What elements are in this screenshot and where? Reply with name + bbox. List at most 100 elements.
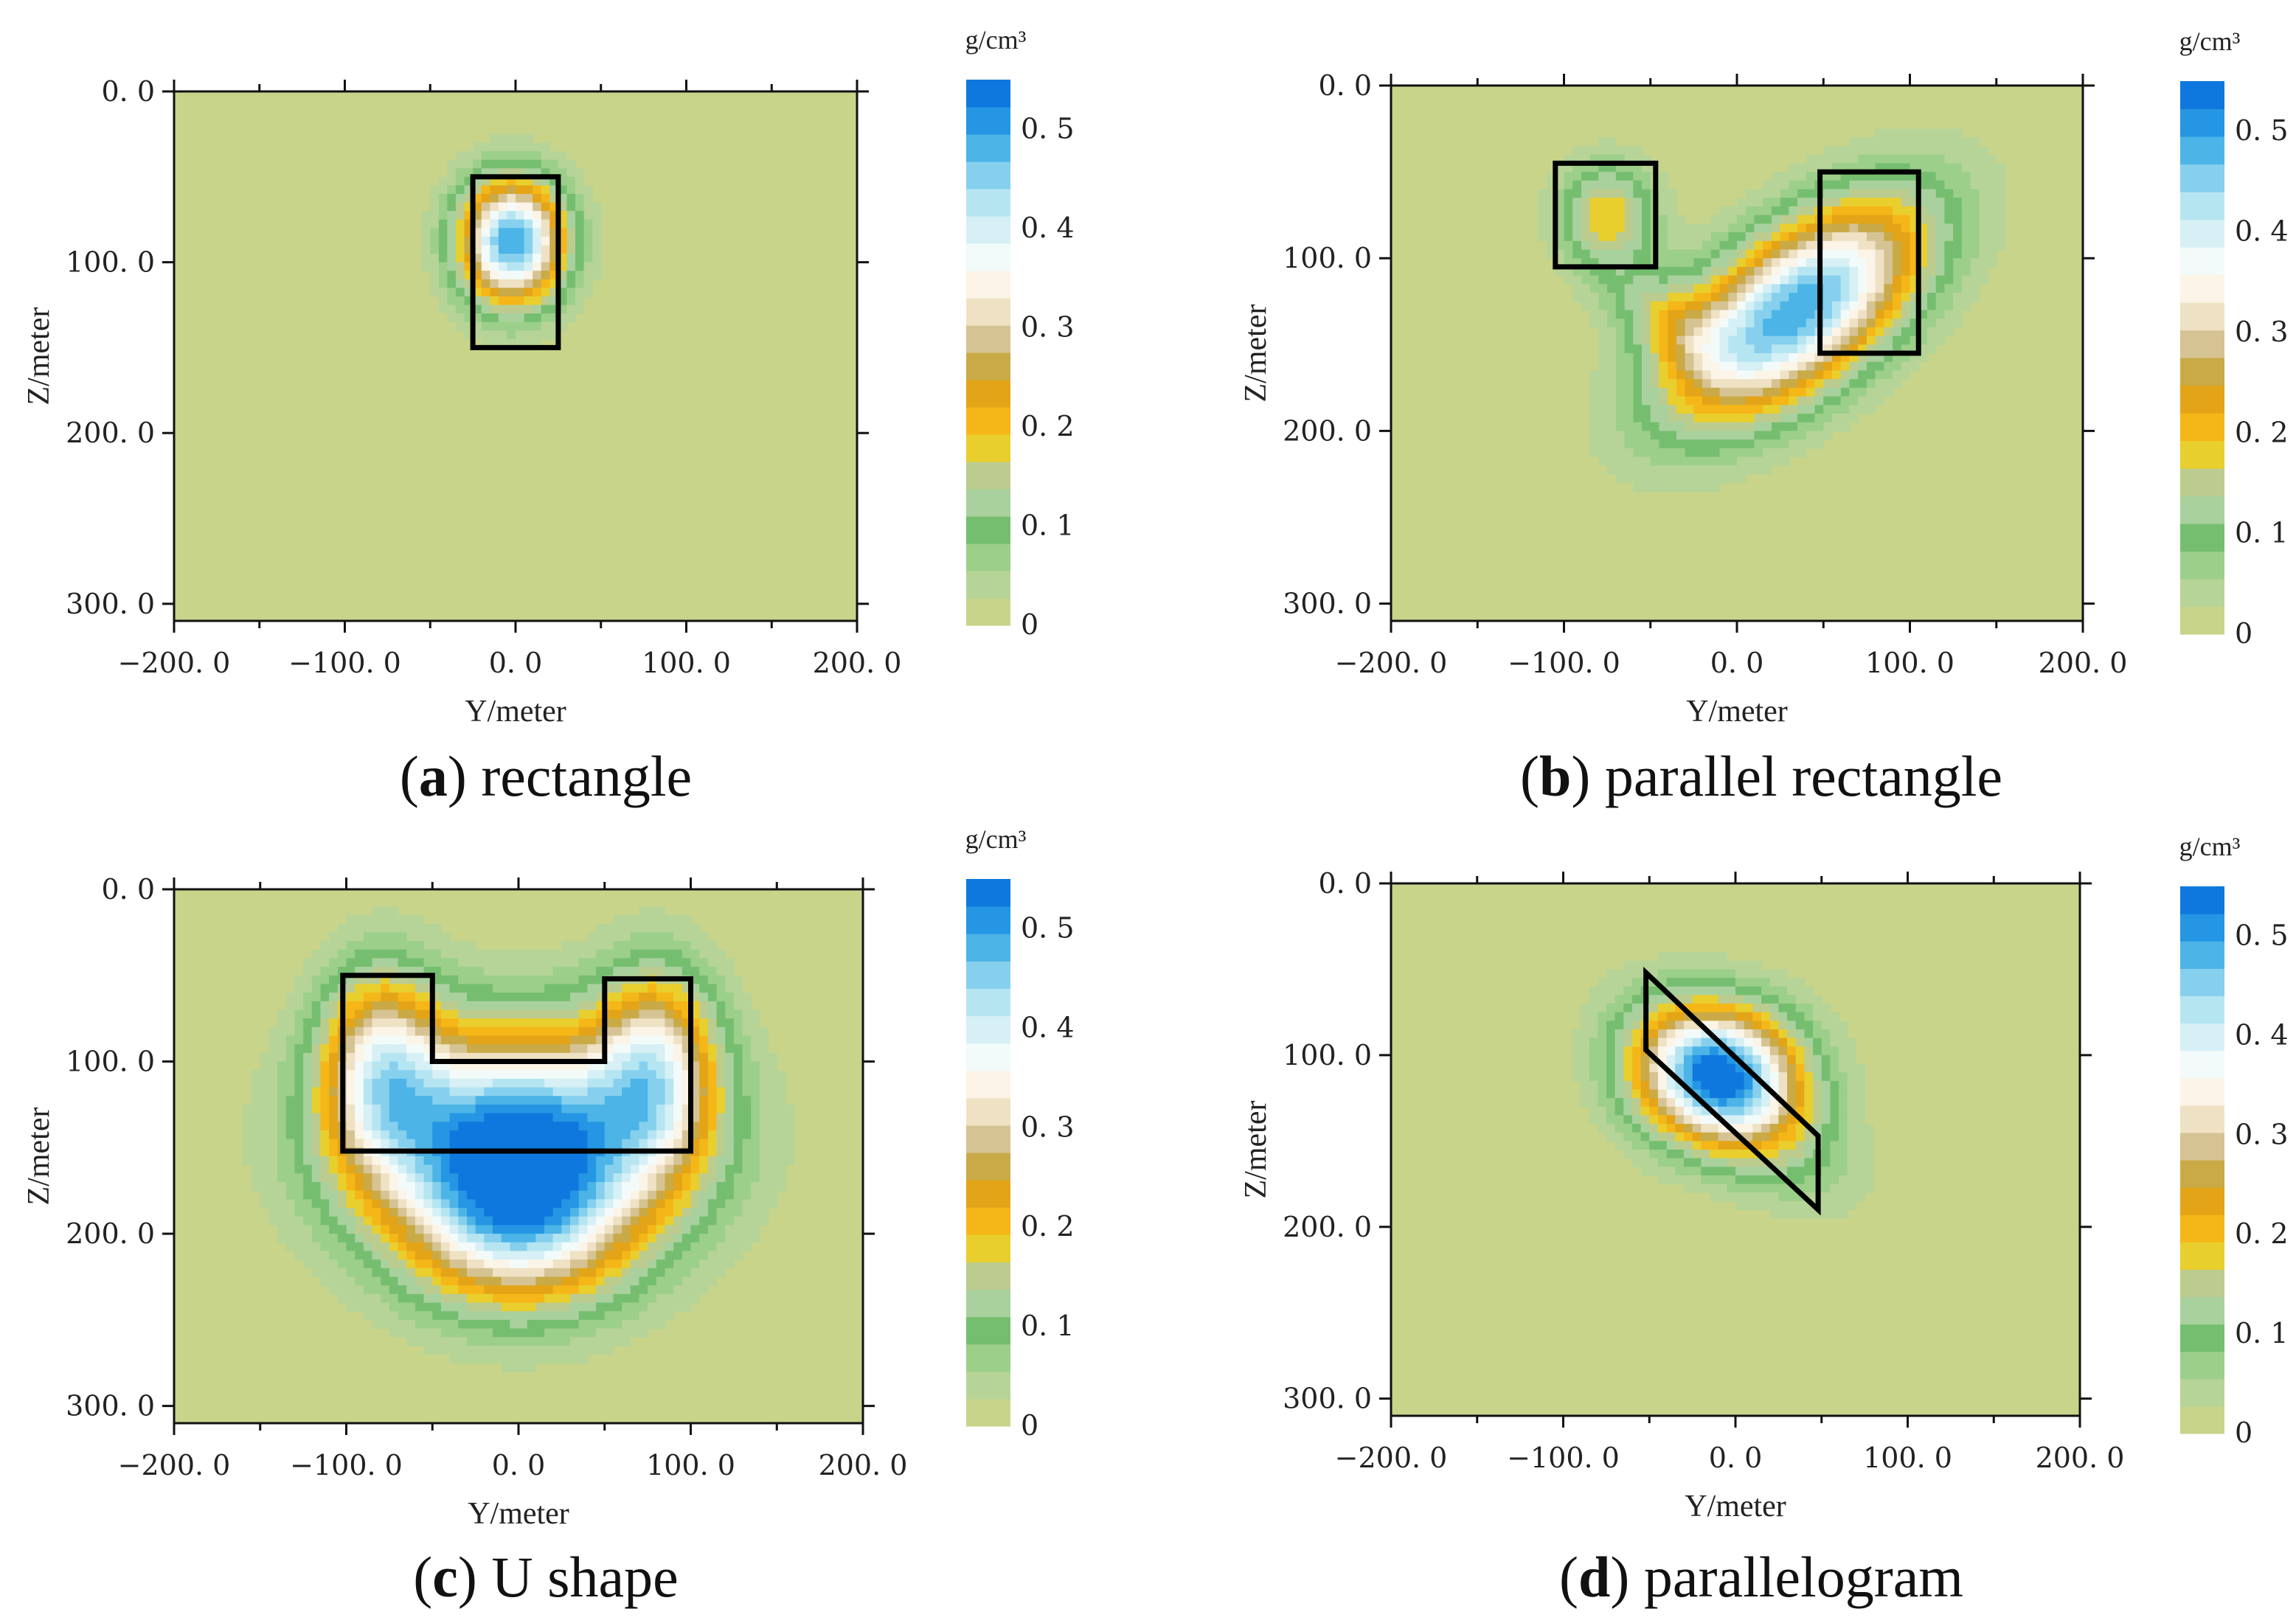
heatmap-cell bbox=[346, 1302, 356, 1312]
heatmap-cell bbox=[1659, 396, 1668, 406]
heatmap-cell bbox=[1615, 172, 1626, 181]
heatmap-cell bbox=[578, 1130, 589, 1140]
heatmap-cell bbox=[1780, 448, 1790, 458]
heatmap-cell bbox=[518, 1070, 528, 1080]
heatmap-cell bbox=[432, 1234, 442, 1243]
heatmap-cell bbox=[372, 1216, 381, 1226]
heatmap-cell bbox=[544, 949, 554, 959]
heatmap-cell bbox=[570, 1251, 580, 1260]
heatmap-cell bbox=[252, 1156, 261, 1166]
heatmap-cell bbox=[484, 1251, 493, 1260]
heatmap-cell bbox=[1840, 327, 1851, 337]
heatmap-cell bbox=[1676, 301, 1686, 311]
heatmap-cell bbox=[406, 1173, 416, 1183]
heatmap-cell bbox=[423, 1293, 434, 1304]
heatmap-cell bbox=[665, 1052, 674, 1063]
heatmap-cell bbox=[1668, 215, 1677, 225]
heatmap-cell bbox=[570, 1242, 580, 1252]
heatmap-cell bbox=[656, 1208, 666, 1217]
heatmap-cell bbox=[510, 1225, 519, 1234]
heatmap-cell bbox=[1780, 353, 1790, 363]
heatmap-cell bbox=[1961, 258, 1971, 268]
heatmap-cell bbox=[1668, 370, 1677, 380]
heatmap-cell bbox=[430, 271, 440, 280]
heatmap-cell bbox=[673, 1285, 683, 1295]
colorbar-swatch bbox=[966, 1097, 1010, 1126]
heatmap-cell bbox=[707, 1242, 718, 1252]
heatmap-cell bbox=[656, 1190, 666, 1200]
heatmap-cell bbox=[604, 1096, 614, 1105]
heatmap-cell bbox=[455, 236, 465, 246]
heatmap-cell bbox=[1633, 240, 1643, 251]
heatmap-cell bbox=[751, 1061, 760, 1071]
heatmap-cell bbox=[1979, 215, 1988, 225]
heatmap-cell bbox=[578, 1009, 589, 1019]
heatmap-cell bbox=[1789, 405, 1798, 414]
heatmap-cell bbox=[733, 984, 743, 993]
heatmap-cell bbox=[1598, 249, 1608, 259]
heatmap-cell bbox=[1806, 154, 1816, 164]
heatmap-cell bbox=[510, 1259, 519, 1269]
heatmap-cell bbox=[535, 1199, 545, 1209]
heatmap-cell bbox=[1771, 198, 1781, 207]
heatmap-cell bbox=[518, 984, 528, 993]
heatmap-cell bbox=[768, 1182, 778, 1192]
heatmap-cell bbox=[1858, 310, 1867, 319]
heatmap-cell bbox=[484, 1354, 493, 1364]
heatmap-cell bbox=[583, 254, 593, 263]
heatmap-cell bbox=[527, 1328, 537, 1338]
heatmap-cell bbox=[1710, 370, 1721, 380]
heatmap-cell bbox=[294, 1087, 304, 1097]
heatmap-cell bbox=[311, 1070, 322, 1080]
heatmap-cell bbox=[1685, 232, 1695, 242]
heatmap-cell bbox=[1771, 319, 1781, 328]
heatmap-cell bbox=[759, 1147, 769, 1157]
heatmap-cell bbox=[329, 1268, 339, 1278]
heatmap-cell bbox=[566, 211, 576, 220]
heatmap-cell bbox=[294, 1182, 304, 1192]
heatmap-cell bbox=[1615, 986, 1625, 996]
heatmap-cell bbox=[604, 941, 614, 950]
heatmap-cell bbox=[604, 1173, 614, 1183]
heatmap-cell bbox=[1813, 995, 1822, 1004]
heatmap-cell bbox=[1910, 137, 1920, 147]
heatmap-cell bbox=[1598, 137, 1608, 147]
heatmap-cell bbox=[423, 1328, 434, 1338]
heatmap-cell bbox=[1589, 370, 1600, 380]
heatmap-cell bbox=[1789, 180, 1798, 190]
heatmap-cell bbox=[492, 1190, 502, 1200]
heatmap-cell bbox=[1849, 266, 1859, 277]
heatmap-cell bbox=[716, 1216, 726, 1226]
heatmap-cell bbox=[329, 967, 339, 976]
heatmap-cell bbox=[1702, 405, 1712, 414]
heatmap-cell bbox=[575, 211, 585, 220]
heatmap-cell bbox=[665, 1018, 674, 1028]
heatmap-cell bbox=[389, 1070, 399, 1080]
heatmap-cell bbox=[1840, 180, 1851, 190]
heatmap-cell bbox=[440, 1087, 451, 1097]
heatmap-cell bbox=[1763, 310, 1772, 319]
heatmap-cell bbox=[329, 1147, 339, 1157]
heatmap-cell bbox=[329, 1035, 339, 1045]
heatmap-cell bbox=[1780, 379, 1790, 389]
heatmap-cell bbox=[1745, 249, 1755, 259]
heatmap-cell bbox=[587, 1225, 597, 1234]
heatmap-cell bbox=[507, 193, 516, 204]
heatmap-cell bbox=[475, 1199, 485, 1209]
heatmap-cell bbox=[320, 1199, 330, 1209]
heatmap-cell bbox=[690, 949, 700, 959]
heatmap-cell bbox=[1615, 180, 1626, 190]
heatmap-cell bbox=[355, 1234, 364, 1243]
heatmap-cell bbox=[1728, 413, 1738, 423]
heatmap-cell bbox=[1926, 344, 1937, 354]
heatmap-cell bbox=[1823, 379, 1833, 389]
heatmap-cell bbox=[1633, 215, 1643, 225]
heatmap-cell bbox=[498, 296, 508, 306]
heatmap-cell bbox=[1710, 405, 1721, 414]
heatmap-cell bbox=[518, 1026, 528, 1037]
heatmap-cell bbox=[285, 1164, 296, 1175]
heatmap-cell bbox=[415, 1225, 425, 1234]
heatmap-cell bbox=[475, 1208, 485, 1217]
heatmap-cell bbox=[707, 1259, 718, 1269]
heatmap-cell bbox=[622, 1044, 631, 1054]
